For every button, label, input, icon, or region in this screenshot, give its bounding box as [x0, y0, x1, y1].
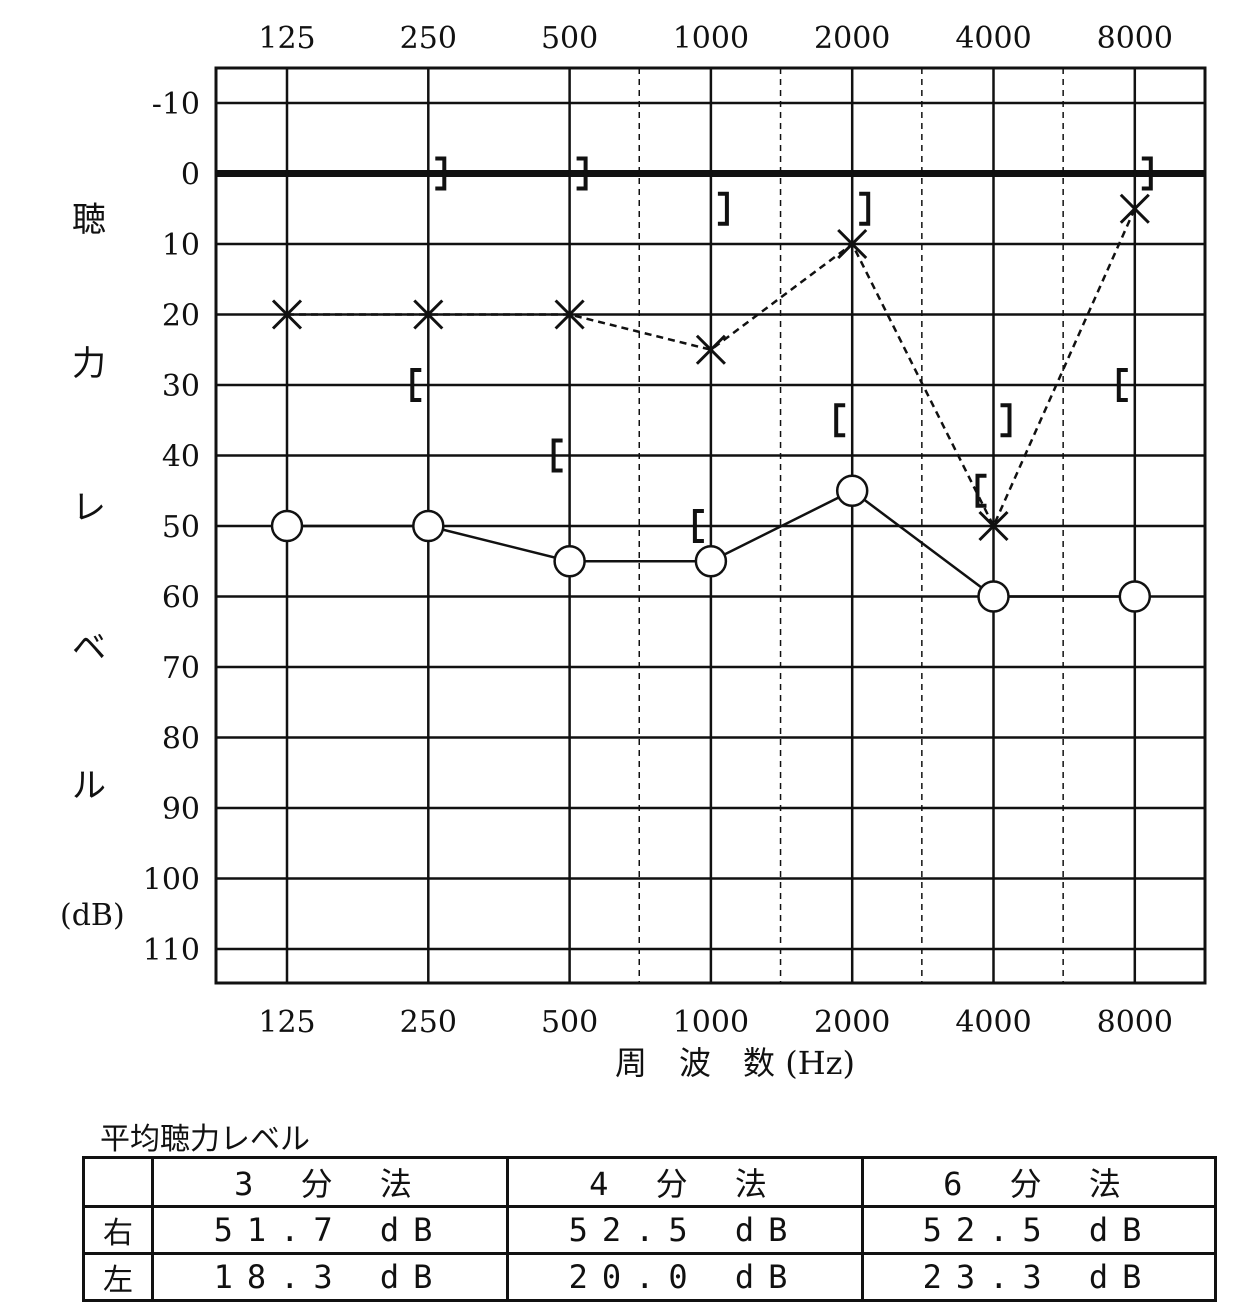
table-cell: 23.3 dB	[861, 1252, 1217, 1302]
bone-marker-left	[692, 509, 704, 543]
y-axis-label-char: レ	[72, 488, 106, 528]
x-tick-label-top: 125	[258, 21, 315, 56]
table-cell: 52.5 dB	[506, 1205, 864, 1255]
row-label-left: 左	[82, 1252, 154, 1302]
x-tick-label-bottom: 2000	[814, 1005, 890, 1040]
x-tick-label-top: 2000	[814, 21, 890, 56]
y-tick-label: 0	[181, 158, 200, 193]
y-tick-label: 100	[143, 863, 200, 898]
bone-marker-left	[410, 368, 422, 402]
audiogram-chart: -10 0 10 20 30 40 50 60 70 80 90 100 110 125 125 250 250…	[143, 21, 1207, 1082]
table-cell: 51.7 dB	[151, 1205, 509, 1255]
bone-marker-right	[576, 156, 588, 191]
data-point-circle	[553, 545, 586, 578]
data-point-circle	[694, 545, 728, 578]
column-header: 3 分 法	[151, 1156, 509, 1208]
x-tick-label-top: 250	[400, 21, 457, 56]
data-point-x	[554, 299, 585, 330]
bone-marker-right	[435, 156, 447, 191]
y-axis-label-char: ベ	[72, 628, 106, 668]
x-tick-label-top: 4000	[955, 21, 1031, 56]
y-tick-label: 40	[162, 440, 200, 475]
data-point-circle	[977, 580, 1010, 613]
data-point-x	[413, 299, 444, 330]
y-tick-label: 20	[162, 299, 200, 334]
data-point-circle	[1118, 580, 1152, 613]
data-point-x	[1119, 193, 1150, 224]
table-corner-cell	[82, 1156, 154, 1208]
row-label-right: 右	[82, 1205, 154, 1255]
column-header: 4 分 法	[506, 1156, 864, 1208]
y-tick-label: 60	[162, 581, 200, 616]
bone-marker-right	[859, 191, 871, 226]
data-point-circle	[270, 509, 304, 543]
x-axis-label: 周 波 数 (Hz)	[615, 1044, 855, 1082]
x-tick-label-bottom: 8000	[1097, 1005, 1173, 1040]
x-tick-label-bottom: 125	[258, 1005, 315, 1040]
x-tick-label-top: 500	[541, 21, 598, 56]
table-row: 右 51.7 dB 52.5 dB 52.5 dB	[82, 1205, 1217, 1255]
table-cell: 52.5 dB	[861, 1205, 1217, 1255]
table-header-row: 3 分 法 4 分 法 6 分 法	[82, 1156, 1217, 1208]
data-point-x	[837, 228, 868, 260]
x-tick-label-top: 1000	[673, 21, 749, 56]
x-tick-label-bottom: 1000	[673, 1005, 749, 1040]
data-point-circle	[412, 509, 445, 543]
bone-marker-right	[1141, 156, 1153, 191]
y-tick-label: -10	[152, 87, 200, 122]
x-tick-label-bottom: 250	[400, 1005, 457, 1040]
bone-marker-left	[551, 438, 563, 473]
average-hearing-title: 平均聴力レベル	[100, 1122, 310, 1157]
x-tick-label-bottom: 500	[541, 1005, 598, 1040]
table-cell: 18.3 dB	[151, 1252, 509, 1302]
y-tick-label: 10	[162, 228, 200, 263]
y-axis-label-char: 聴	[72, 200, 106, 240]
average-hearing-table: 3 分 法 4 分 法 6 分 法 右 51.7 dB 52.5 dB 52.5…	[82, 1156, 1217, 1302]
data-point-circle	[835, 474, 869, 507]
bone-marker-left	[975, 473, 987, 508]
column-header: 6 分 法	[861, 1156, 1217, 1208]
x-tick-label-bottom: 4000	[955, 1005, 1031, 1040]
y-tick-label: 30	[162, 369, 200, 404]
bone-marker-right	[1000, 403, 1012, 438]
y-tick-label: 70	[162, 651, 200, 686]
bone-marker-right	[717, 191, 729, 226]
y-tick-label: 90	[162, 792, 200, 827]
x-tick-label-top: 8000	[1097, 21, 1173, 56]
bone-marker-left	[834, 403, 846, 438]
data-point-x	[978, 510, 1009, 542]
y-tick-label: 50	[162, 510, 200, 545]
data-point-x	[271, 299, 303, 330]
table-cell: 20.0 dB	[506, 1252, 864, 1302]
y-axis-label-char: 力	[72, 344, 106, 384]
y-tick-label: 80	[162, 722, 200, 757]
y-axis-unit: (dB)	[60, 898, 125, 933]
bone-marker-left	[1116, 368, 1128, 402]
y-tick-label: 110	[143, 933, 200, 968]
data-point-x	[695, 334, 726, 365]
y-axis-label-char: ル	[72, 766, 106, 806]
table-row: 左 18.3 dB 20.0 dB 23.3 dB	[82, 1252, 1217, 1302]
